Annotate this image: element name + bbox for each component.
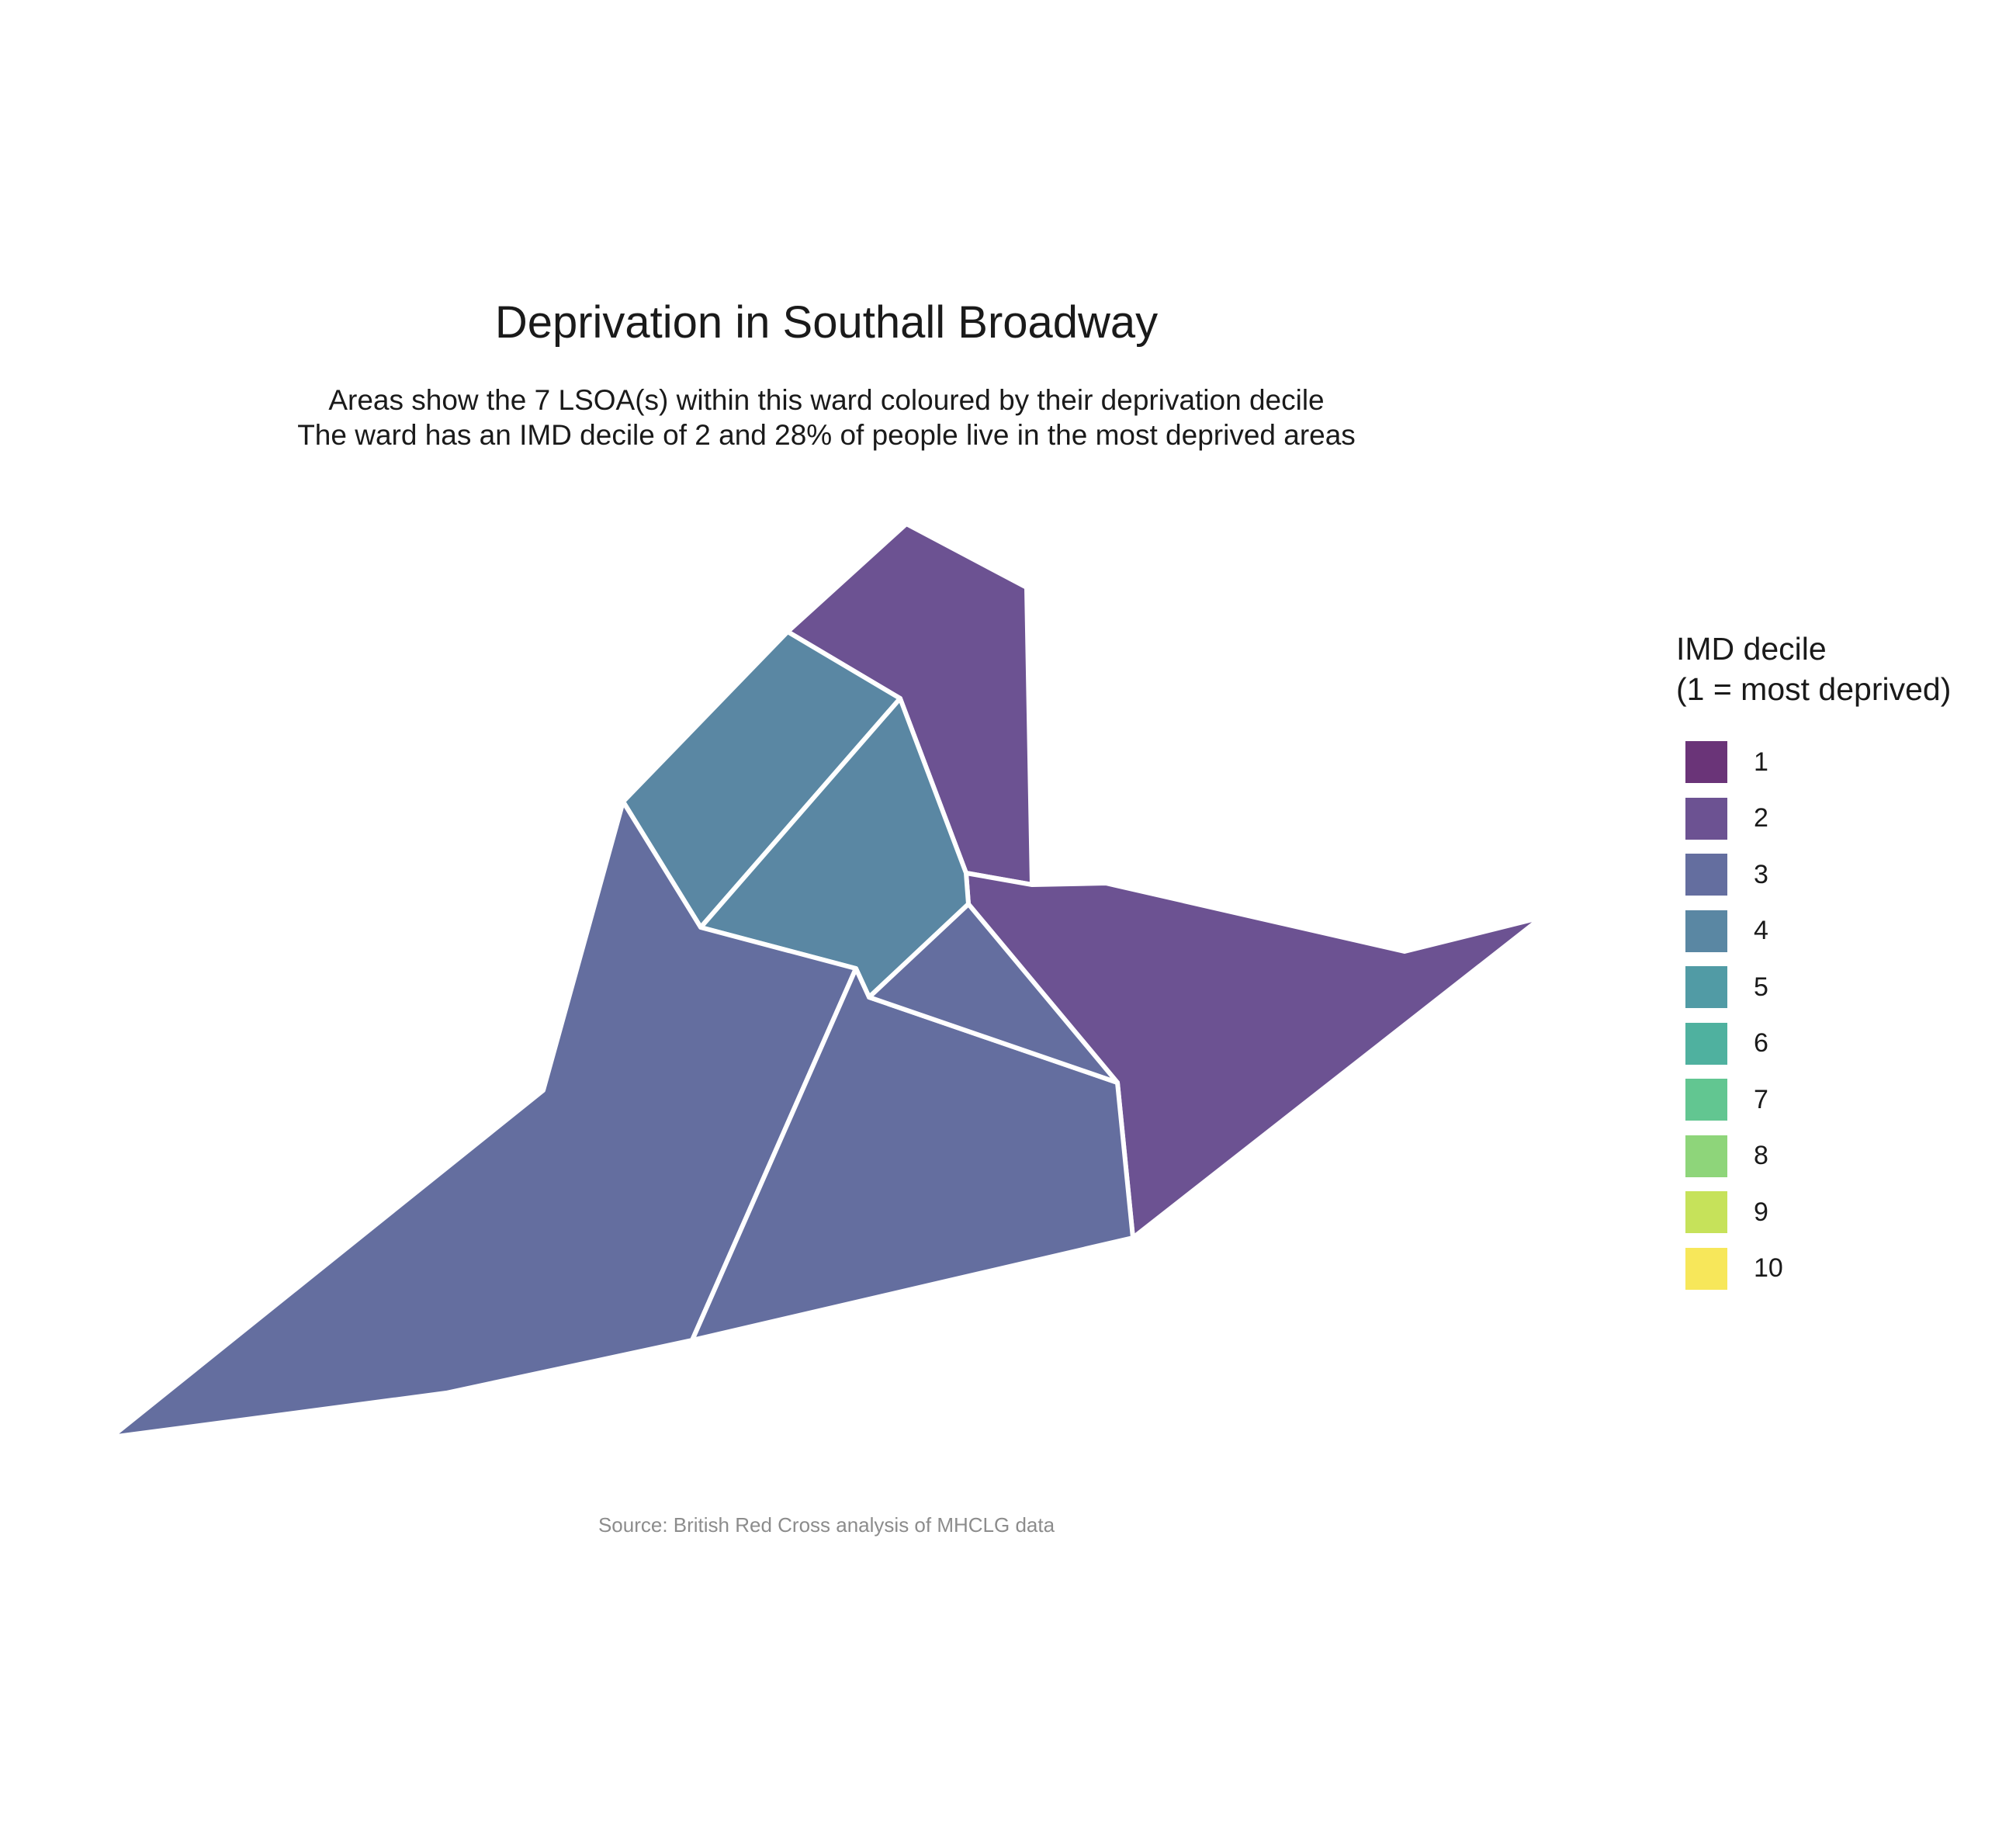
legend-swatch-9 bbox=[1685, 1191, 1727, 1234]
chart-subtitle-line-2: The ward has an IMD decile of 2 and 28% … bbox=[297, 419, 1356, 451]
source-caption: Source: British Red Cross analysis of MH… bbox=[598, 1513, 1055, 1537]
chart-subtitle-line-1: Areas show the 7 LSOA(s) within this war… bbox=[328, 384, 1325, 416]
legend-swatch-10 bbox=[1685, 1247, 1727, 1290]
legend: IMD decile (1 = most deprived) 1 2 3 4 5 6 7 8 9… bbox=[1676, 629, 1951, 1297]
legend-item-8: 8 bbox=[1676, 1128, 1951, 1185]
chart-title: Deprivation in Southall Broadway bbox=[494, 297, 1159, 348]
legend-label-6: 6 bbox=[1754, 1028, 1768, 1059]
legend-item-5: 5 bbox=[1676, 959, 1951, 1016]
legend-label-3: 3 bbox=[1754, 859, 1768, 889]
lsoa-south-center bbox=[690, 966, 1135, 1343]
legend-swatch-4 bbox=[1685, 910, 1727, 952]
legend-label-2: 2 bbox=[1754, 803, 1768, 833]
legend-swatch-1 bbox=[1685, 741, 1727, 784]
legend-item-1: 1 bbox=[1676, 734, 1951, 791]
legend-swatch-6 bbox=[1685, 1022, 1727, 1065]
legend-item-2: 2 bbox=[1676, 791, 1951, 847]
legend-swatch-2 bbox=[1685, 797, 1727, 840]
legend-swatch-7 bbox=[1685, 1079, 1727, 1121]
legend-label-4: 4 bbox=[1754, 916, 1768, 946]
legend-swatch-5 bbox=[1685, 966, 1727, 1009]
legend-swatch-8 bbox=[1685, 1135, 1727, 1177]
legend-item-7: 7 bbox=[1676, 1072, 1951, 1128]
legend-item-6: 6 bbox=[1676, 1016, 1951, 1072]
legend-label-5: 5 bbox=[1754, 972, 1768, 1002]
legend-label-10: 10 bbox=[1754, 1253, 1783, 1284]
lsoa-center-triangle bbox=[867, 902, 1120, 1085]
legend-title-line-2: (1 = most deprived) bbox=[1676, 671, 1952, 707]
legend-label-7: 7 bbox=[1754, 1084, 1768, 1114]
legend-label-1: 1 bbox=[1754, 747, 1768, 777]
legend-item-3: 3 bbox=[1676, 847, 1951, 903]
legend-label-9: 9 bbox=[1754, 1197, 1768, 1227]
legend-item-10: 10 bbox=[1676, 1241, 1951, 1298]
legend-label-8: 8 bbox=[1754, 1141, 1768, 1171]
legend-title-line-1: IMD decile bbox=[1676, 631, 1827, 667]
legend-items: 1 2 3 4 5 6 7 8 9 10 bbox=[1676, 734, 1951, 1297]
lsoa-southwest bbox=[109, 799, 858, 1440]
legend-item-9: 9 bbox=[1676, 1184, 1951, 1241]
legend-swatch-3 bbox=[1685, 854, 1727, 896]
legend-item-4: 4 bbox=[1676, 903, 1951, 960]
